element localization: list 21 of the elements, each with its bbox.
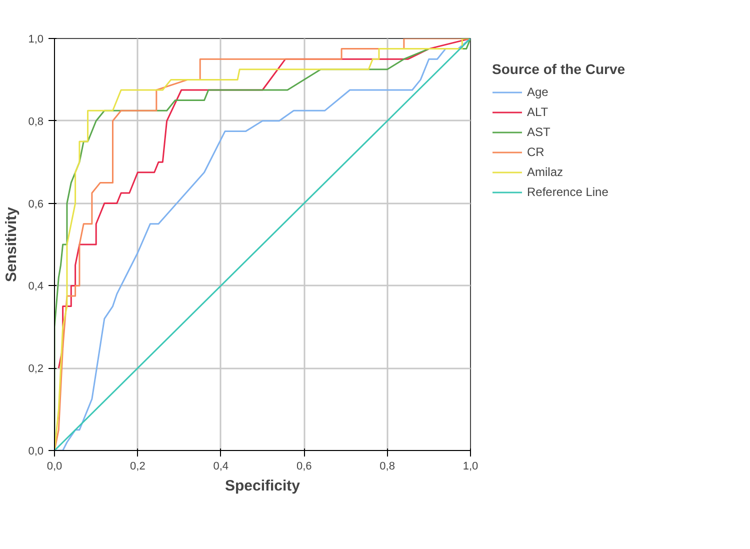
legend-label: Amilaz (527, 165, 564, 179)
x-axis-title: Specificity (224, 478, 301, 494)
x-tick-label: 1,0 (462, 460, 478, 472)
y-tick-label: 0,0 (28, 446, 44, 458)
legend-title: Source of the Curve (492, 61, 626, 77)
y-tick-label: 0,6 (28, 198, 44, 210)
y-axis-title: Sensitivity (3, 206, 20, 282)
legend-label: CR (527, 145, 546, 159)
legend-label: Age (527, 85, 548, 99)
x-tick-label: 0,8 (380, 460, 395, 472)
x-tick-label: 0,2 (130, 460, 146, 472)
y-tick-label: 0,8 (28, 116, 44, 128)
y-tick-label: 0,4 (28, 280, 44, 293)
y-tick-label: 1,0 (28, 34, 44, 46)
legend-label: Reference Line (527, 185, 608, 199)
x-tick-label: 0,6 (296, 460, 312, 472)
x-tick-label: 0,0 (46, 460, 62, 472)
legend-label: AST (527, 125, 550, 139)
legend-label: ALT (527, 105, 548, 119)
x-tick-label: 0,4 (213, 460, 229, 472)
y-tick-label: 0,2 (28, 363, 44, 376)
